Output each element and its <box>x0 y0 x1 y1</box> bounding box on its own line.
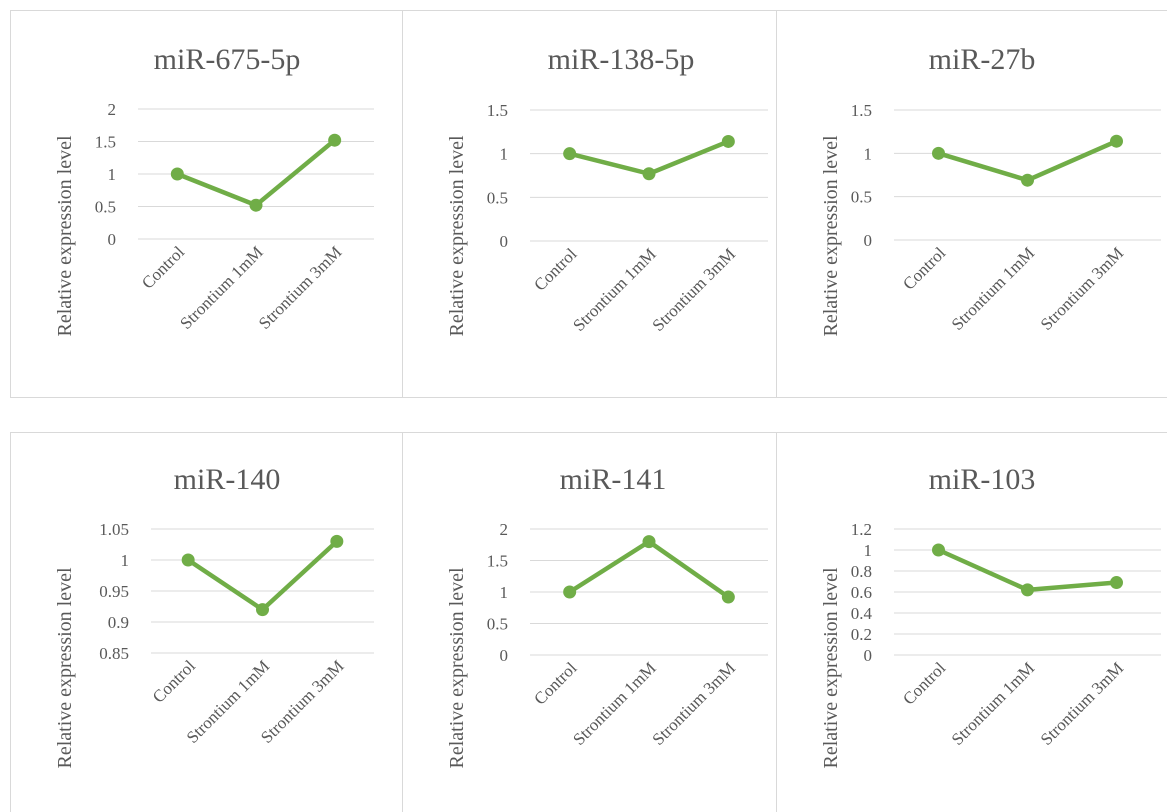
y-tick-label: 0 <box>500 646 509 665</box>
data-point <box>721 590 735 604</box>
y-axis-label: Relative expression level <box>54 135 76 336</box>
y-axis-label: Relative expression level <box>820 567 842 768</box>
chart-svg: miR-140 Relative expression level 0.85 0.… <box>54 463 374 769</box>
chart-title: miR-103 <box>929 463 1036 496</box>
y-tick-label: 0 <box>864 646 873 665</box>
y-tick-label: 1 <box>108 165 117 184</box>
chart-title: miR-141 <box>560 463 667 496</box>
data-point <box>642 535 656 549</box>
data-point <box>249 198 263 212</box>
chart-svg: miR-141 Relative expression level 0 0.5 1 1… <box>446 463 768 769</box>
x-tick-label: Control <box>530 658 580 708</box>
chart-title: miR-27b <box>929 43 1036 76</box>
x-tick-label: Strontium 3mM <box>1037 658 1128 749</box>
x-tick-label: Strontium 3mM <box>649 658 740 749</box>
y-tick-label: 1.5 <box>95 133 116 152</box>
data-point <box>1021 583 1034 597</box>
y-tick-label: 1 <box>864 541 873 560</box>
data-point <box>1021 173 1034 187</box>
x-tick-label: Strontium 1mM <box>948 243 1039 334</box>
y-tick-label: 0.2 <box>851 625 872 644</box>
y-tick-label: 1.05 <box>99 520 129 539</box>
x-tick-label: Strontium 1mM <box>569 244 660 335</box>
y-tick-label: 1.5 <box>851 101 872 120</box>
y-tick-label: 0.5 <box>851 188 872 207</box>
chart-panel: miR-27b Relative expression level 0 0.5 1 1… <box>776 10 1167 398</box>
y-tick-label: 1 <box>500 145 509 164</box>
data-point <box>721 134 735 148</box>
y-axis-label: Relative expression level <box>54 567 76 768</box>
x-tick-label: Control <box>138 242 188 292</box>
data-point <box>932 146 945 160</box>
y-tick-label: 1 <box>864 144 873 163</box>
x-tick-label: Strontium 1mM <box>948 658 1039 749</box>
x-tick-label: Strontium 3mM <box>649 244 740 335</box>
y-tick-label: 0.8 <box>851 562 872 581</box>
x-tick-label: Control <box>899 243 949 293</box>
chart-title: miR-675-5p <box>154 43 301 76</box>
y-tick-label: 0.5 <box>95 198 116 217</box>
y-tick-label: 0 <box>108 230 117 249</box>
chart-panel: miR-138-5p Relative expression level 0 0.… <box>402 10 777 398</box>
y-tick-label: 1.5 <box>487 552 508 571</box>
y-tick-label: 0 <box>864 231 873 250</box>
data-point <box>563 147 577 161</box>
y-axis-label: Relative expression level <box>446 567 468 768</box>
data-point <box>932 543 945 557</box>
y-tick-label: 0 <box>500 232 509 251</box>
x-tick-label: Control <box>149 656 199 706</box>
y-tick-label: 1.5 <box>487 101 508 120</box>
x-tick-label: Control <box>899 658 949 708</box>
data-point <box>1110 134 1123 148</box>
y-tick-label: 0.95 <box>99 582 129 601</box>
data-point <box>181 553 195 567</box>
y-tick-label: 1.2 <box>851 520 872 539</box>
y-tick-label: 1 <box>500 583 509 602</box>
y-tick-label: 1 <box>121 551 130 570</box>
y-tick-label: 0.85 <box>99 644 129 663</box>
series-line <box>185 539 340 612</box>
y-tick-label: 0.5 <box>487 615 508 634</box>
series-line <box>175 137 337 208</box>
chart-title: miR-138-5p <box>548 43 695 76</box>
chart-panel: miR-675-5p Relative expression level 0 0.… <box>10 10 403 398</box>
chart-svg: miR-27b Relative expression level 0 0.5 1 1… <box>820 43 1161 337</box>
series-line <box>567 539 731 600</box>
y-tick-label: 0.6 <box>851 583 872 602</box>
chart-panel: miR-103 Relative expression level 0 0.2 0.… <box>776 432 1167 812</box>
data-point <box>642 167 656 181</box>
chart-svg: miR-675-5p Relative expression level 0 0.… <box>54 43 374 337</box>
y-tick-label: 0.9 <box>108 613 129 632</box>
data-point <box>170 167 184 181</box>
data-point <box>328 133 342 147</box>
y-tick-label: 2 <box>108 100 117 119</box>
chart-panel: miR-140 Relative expression level 0.85 0.… <box>10 432 403 812</box>
chart-svg: miR-138-5p Relative expression level 0 0.… <box>446 43 768 337</box>
y-tick-label: 0.4 <box>851 604 873 623</box>
chart-title: miR-140 <box>174 463 281 496</box>
x-tick-label: Strontium 3mM <box>1037 243 1128 334</box>
data-point <box>330 534 344 548</box>
data-point <box>1110 576 1123 590</box>
x-tick-label: Strontium 1mM <box>569 658 660 749</box>
x-tick-label: Strontium 1mM <box>176 242 267 333</box>
chart-svg: miR-103 Relative expression level 0 0.2 0.… <box>820 463 1161 769</box>
data-point <box>563 585 577 599</box>
y-tick-label: 2 <box>500 520 509 539</box>
x-tick-label: Control <box>530 244 580 294</box>
data-point <box>256 603 269 617</box>
y-tick-label: 0.5 <box>487 188 508 207</box>
x-tick-label: Strontium 3mM <box>255 242 346 333</box>
chart-panel: miR-141 Relative expression level 0 0.5 1 1… <box>402 432 777 812</box>
y-axis-label: Relative expression level <box>820 135 842 336</box>
y-axis-label: Relative expression level <box>446 135 468 336</box>
